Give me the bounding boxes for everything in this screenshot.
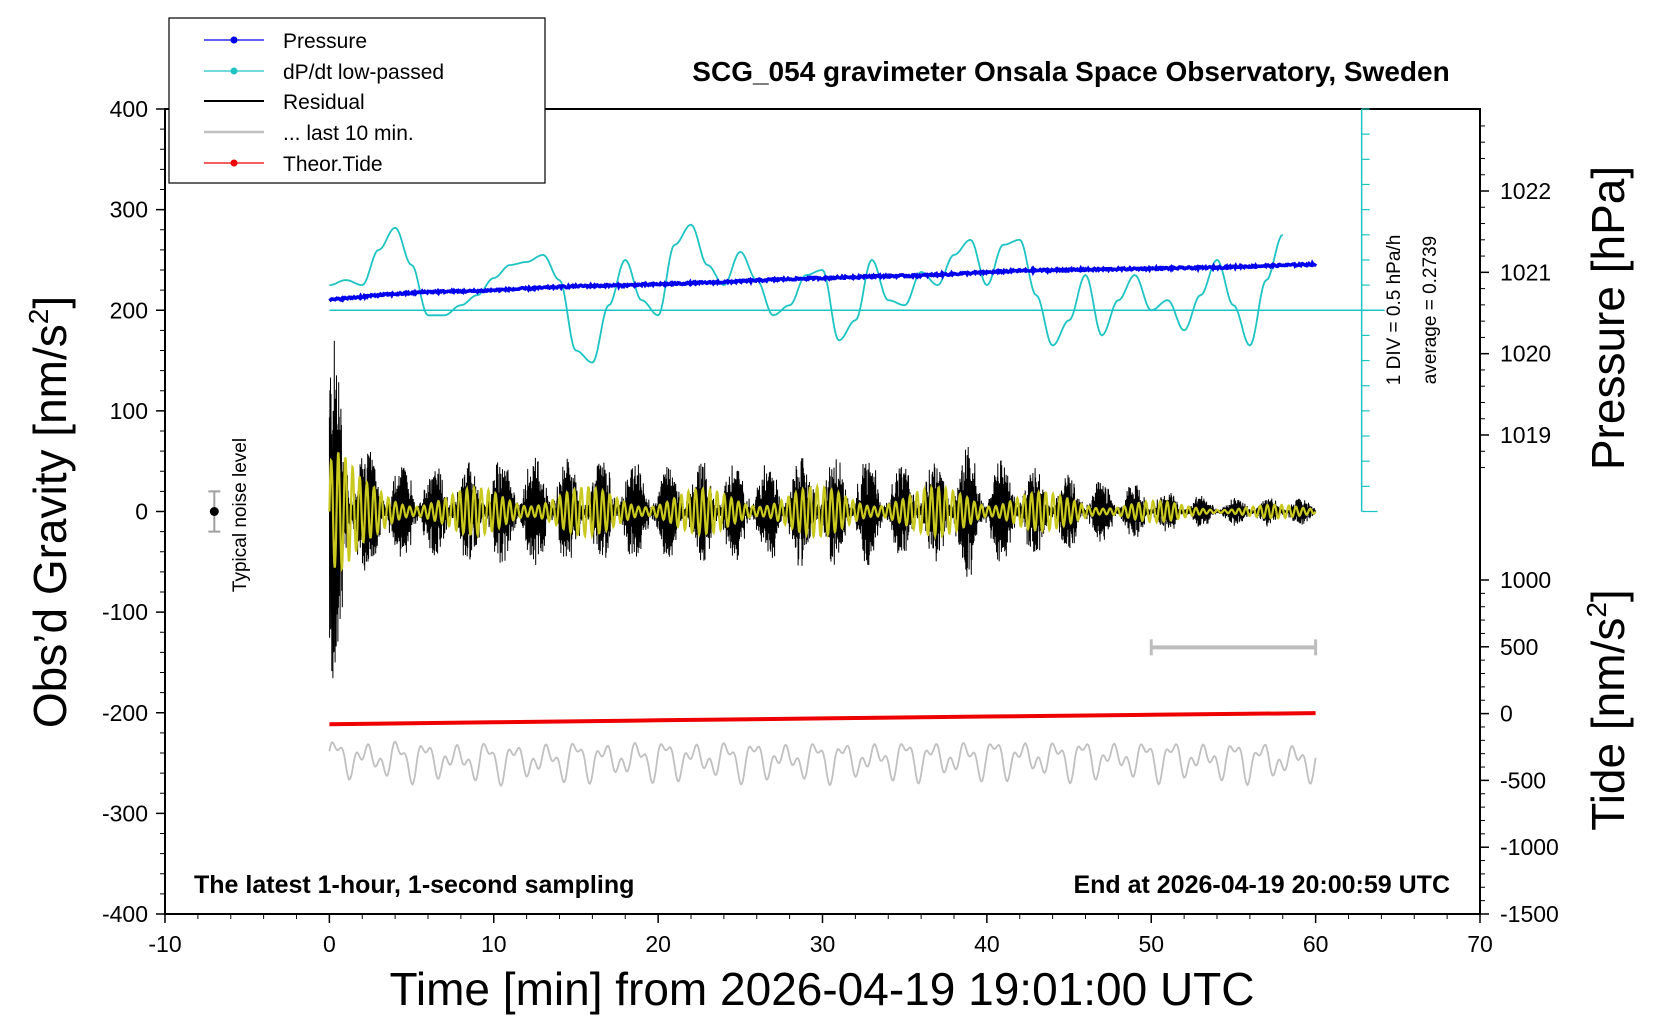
dpdt-line (329, 223, 1284, 364)
end-time-note: End at 2026-04-19 20:00:59 UTC (1073, 871, 1450, 899)
y-tick-label: -300 (102, 800, 148, 826)
legend-label-pressure: Pressure (283, 30, 367, 53)
sampling-note: The latest 1-hour, 1-second sampling (194, 871, 634, 899)
x-tick-label: 70 (1467, 931, 1493, 957)
x-tick-label: 30 (810, 931, 836, 957)
tide-tick-label: -1000 (1500, 834, 1559, 860)
chart-title: SCG_054 gravimeter Onsala Space Observat… (692, 56, 1449, 87)
legend-label-tide: Theor.Tide (283, 153, 383, 176)
pressure-tick-label: 1020 (1500, 341, 1551, 367)
x-tick-label: 40 (974, 931, 1000, 957)
y-tick-label: 200 (110, 297, 148, 323)
noise-level-label: Typical noise level (230, 438, 251, 592)
div-scale-label: 1 DIV = 0.5 hPa/h (1384, 235, 1405, 386)
tide-tick-label: -500 (1500, 767, 1546, 793)
pressure-tick-label: 1021 (1500, 259, 1551, 285)
x-tick-label: 10 (481, 931, 507, 957)
legend-entry-last10: ... last 10 min. (204, 122, 414, 145)
y-tick-label: 100 (110, 398, 148, 424)
legend-marker-dpdt (230, 67, 238, 75)
average-label: average = 0.2739 (1420, 236, 1441, 384)
tide-line (329, 711, 1316, 727)
noise-point (209, 507, 219, 516)
pressure-line (328, 259, 1318, 303)
legend-entry-residual: Residual (204, 91, 365, 114)
x-tick-label: -10 (148, 931, 181, 957)
tide-tick-label: 0 (1500, 701, 1513, 727)
x-tick-label: 20 (645, 931, 671, 957)
y-tick-label: -200 (102, 700, 148, 726)
last10-line (328, 740, 1317, 788)
legend-label-residual: Residual (283, 91, 365, 114)
legend-label-last10: ... last 10 min. (283, 122, 414, 145)
pressure-tick-label: 1019 (1500, 422, 1551, 448)
legend-entry-pressure: Pressure (204, 30, 367, 53)
legend-entry-dpdt: dP/dt low-passed (204, 61, 444, 84)
y-tick-label: -100 (102, 599, 148, 625)
tide-tick-label: -1500 (1500, 901, 1559, 927)
y-axis-title-gravity: Obs’d Gravity [nm/s2] (23, 296, 76, 728)
x-axis-title: Time [min] from 2026-04-19 19:01:00 UTC (390, 963, 1255, 1015)
residual-filtered-line (328, 452, 1317, 573)
y-tick-label: -400 (102, 901, 148, 927)
y-tick-label: 400 (110, 96, 148, 122)
y-axis-title-tide: Tide [nm/s2] (1581, 589, 1634, 830)
y-axis-title-pressure: Pressure [hPa] (1582, 166, 1634, 470)
tide-tick-label: 1000 (1500, 567, 1551, 593)
tide-tick-label: 500 (1500, 634, 1538, 660)
legend-entry-tide: Theor.Tide (204, 153, 383, 176)
legend-label-dpdt: dP/dt low-passed (283, 61, 444, 84)
y-tick-label: 300 (110, 197, 148, 223)
axes-layer: -10 0 10 20 30 40 50 60 704003002001000-100-200-… (102, 96, 1559, 957)
x-tick-label: 60 (1303, 931, 1329, 957)
y-tick-label: 0 (135, 499, 148, 525)
legend-marker-tide (230, 159, 238, 167)
x-tick-label: 50 (1138, 931, 1164, 957)
legend: Pressure dP/dt low-passed Residual ... l… (168, 17, 546, 184)
legend-marker-pressure (230, 36, 238, 44)
x-tick-label: 0 (323, 931, 336, 957)
pressure-tick-label: 1022 (1500, 178, 1551, 204)
series-layer (208, 108, 1385, 788)
